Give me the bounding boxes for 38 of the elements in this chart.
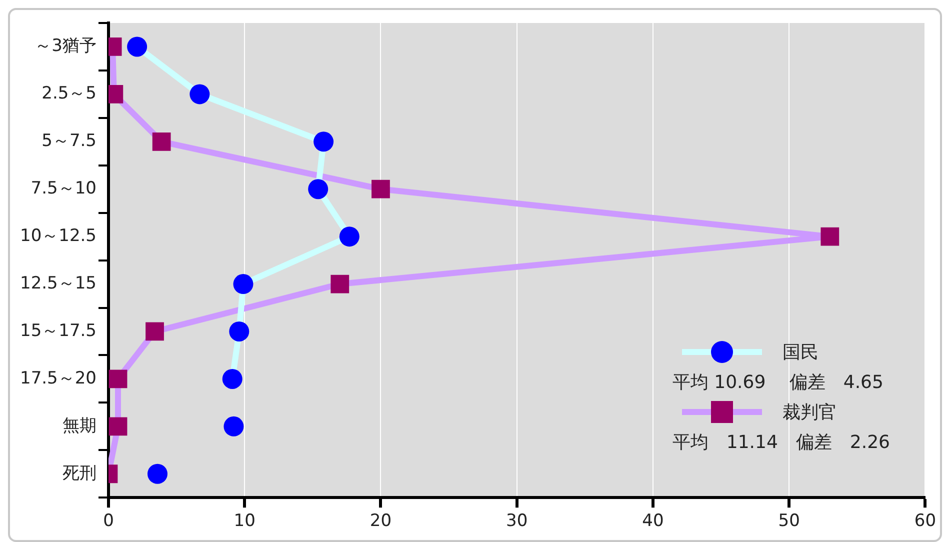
y-tick-label: 5～7.5 (42, 131, 96, 152)
point (146, 322, 164, 341)
point (108, 370, 128, 388)
y-tick-label: 10～12.5 (20, 226, 96, 246)
point (127, 36, 148, 57)
annotation: 平均 11.14 偏差 2.26 (672, 431, 890, 454)
point (330, 274, 350, 294)
x-tick-label: 0 (103, 511, 114, 532)
point (308, 179, 328, 200)
point (222, 368, 242, 389)
point (152, 132, 171, 151)
point (339, 226, 360, 247)
y-tick-label: 12.5～15 (20, 273, 96, 294)
point (190, 84, 210, 104)
x-tick-label: 10 (234, 511, 256, 532)
point (147, 464, 168, 484)
point (372, 180, 390, 198)
x-tick-label: 60 (914, 511, 936, 532)
point (224, 416, 244, 436)
annotation: 平均 10.69 偏差 4.65 (672, 371, 884, 394)
y-tick-label: 無期 (62, 416, 96, 436)
y-tick-label: 2.5～5 (42, 84, 96, 104)
x-tick-label: 50 (778, 511, 800, 532)
y-tick-label: 17.5～20 (20, 368, 96, 388)
point (233, 274, 254, 294)
y-tick-label: 死刑 (62, 463, 96, 484)
x-tick-label: 30 (506, 511, 528, 532)
y-tick-label: 7.5～10 (30, 178, 96, 199)
point (314, 132, 334, 152)
point (229, 321, 250, 342)
legend-label: 裁判官 (782, 401, 836, 424)
point (820, 227, 840, 246)
y-tick-label: ～3猶予 (34, 36, 96, 56)
y-tick-label: 15～17.5 (20, 320, 96, 341)
point (108, 417, 128, 436)
x-tick-label: 20 (370, 511, 392, 532)
x-tick-label: 40 (642, 511, 664, 532)
legend-label: 国民 (782, 341, 818, 364)
